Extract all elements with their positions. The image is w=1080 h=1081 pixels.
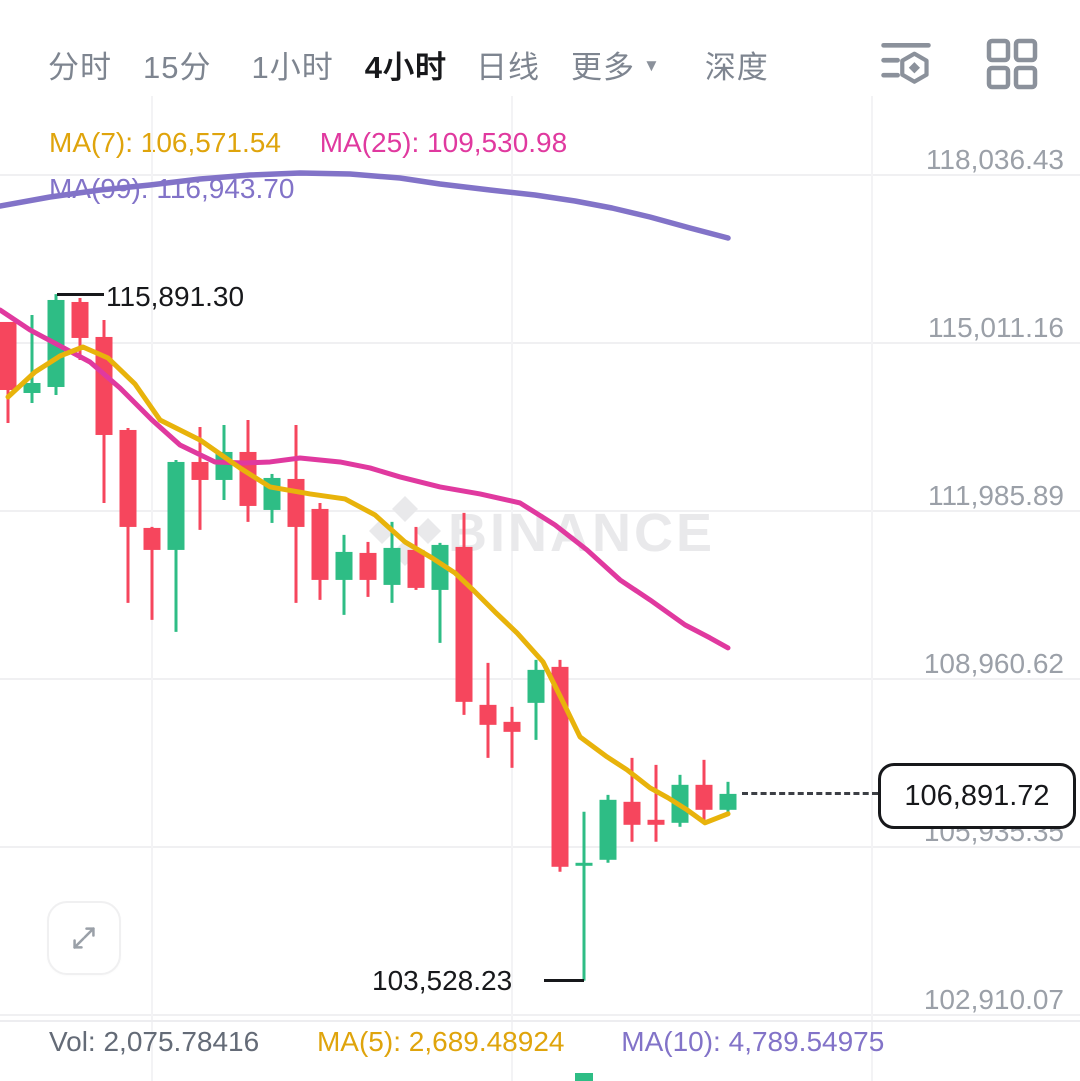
timeframe-toolbar: 分时 15分 1小时 4小时 日线 更多 ▼ 深度 bbox=[0, 34, 1080, 94]
ma7-readout: MA(7): 106,571.54 bbox=[49, 127, 281, 158]
low-price-label: 103,528.23 bbox=[372, 965, 513, 996]
last-price-dashed-line bbox=[742, 792, 878, 795]
ma99-readout: MA(99): 116,943.70 bbox=[49, 173, 295, 204]
volume-readout: Vol: 2,075.78416 bbox=[49, 1026, 260, 1057]
vol-ma5-readout: MA(5): 2,689.48924 bbox=[316, 1026, 565, 1057]
fullscreen-expand-button[interactable] bbox=[47, 901, 121, 975]
tab-more-dropdown[interactable]: 更多 ▼ bbox=[571, 42, 661, 87]
high-marker-line bbox=[57, 293, 104, 296]
y-axis-label: 108,960.62 bbox=[923, 647, 1064, 679]
grid-layout-icon[interactable] bbox=[984, 36, 1040, 92]
candlestick-chart[interactable] bbox=[0, 100, 1080, 1020]
tab-15min[interactable]: 15分 bbox=[143, 49, 212, 85]
y-axis-label: 111,985.89 bbox=[928, 479, 1064, 511]
vol-ma10-readout: MA(10): 4,789.54975 bbox=[621, 1026, 885, 1057]
ma25-readout: MA(25): 109,530.98 bbox=[319, 127, 568, 158]
tab-more-label: 更多 bbox=[570, 49, 635, 85]
tab-1hour[interactable]: 1小时 bbox=[251, 49, 334, 85]
ma-readout-row-2: MA(99): 116,943.70 bbox=[49, 173, 294, 205]
volume-readout-row: Vol: 2,075.78416 MA(5): 2,689.48924 MA(1… bbox=[49, 1026, 884, 1058]
y-axis-label: 102,910.07 bbox=[923, 984, 1064, 1015]
high-price-label: 115,891.30 bbox=[106, 281, 245, 312]
tab-daily[interactable]: 日线 bbox=[475, 49, 540, 85]
y-axis-label: 115,011.16 bbox=[928, 311, 1064, 343]
volume-bar bbox=[575, 1073, 593, 1081]
tab-4hour[interactable]: 4小时 bbox=[364, 49, 447, 85]
tab-time-share[interactable]: 分时 bbox=[48, 49, 112, 85]
indicator-settings-icon[interactable] bbox=[878, 36, 934, 92]
chevron-down-icon: ▼ bbox=[642, 56, 661, 75]
tab-depth[interactable]: 深度 bbox=[704, 49, 769, 85]
expand-arrows-icon bbox=[73, 927, 95, 949]
low-marker-line bbox=[544, 979, 584, 982]
last-price-badge: 106,891.72 bbox=[878, 763, 1076, 829]
ma-readout-row-1: MA(7): 106,571.54 MA(25): 109,530.98 bbox=[49, 127, 567, 159]
y-axis-label: 118,036.43 bbox=[925, 144, 1064, 175]
